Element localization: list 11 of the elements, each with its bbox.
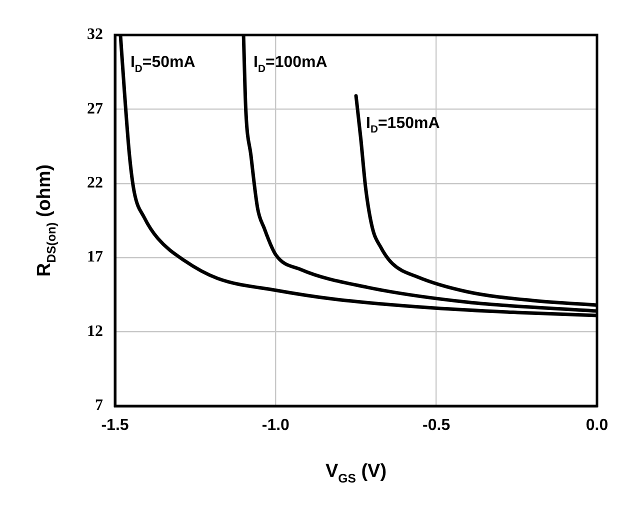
x-tick-label: 0.0 <box>586 417 608 434</box>
x-tick-label: -1.5 <box>101 417 129 434</box>
y-tick-label: 12 <box>87 322 103 340</box>
y-tick-label: 32 <box>87 26 103 44</box>
y-tick-label: 22 <box>87 174 103 192</box>
y-axis-title: RDS(on) (ohm) <box>34 164 59 277</box>
y-tick-label: 27 <box>87 100 103 118</box>
x-tick-label: -0.5 <box>422 417 450 434</box>
y-tick-label: 17 <box>87 248 103 266</box>
y-tick-label: 7 <box>95 397 103 414</box>
x-tick-label: -1.0 <box>262 417 290 434</box>
